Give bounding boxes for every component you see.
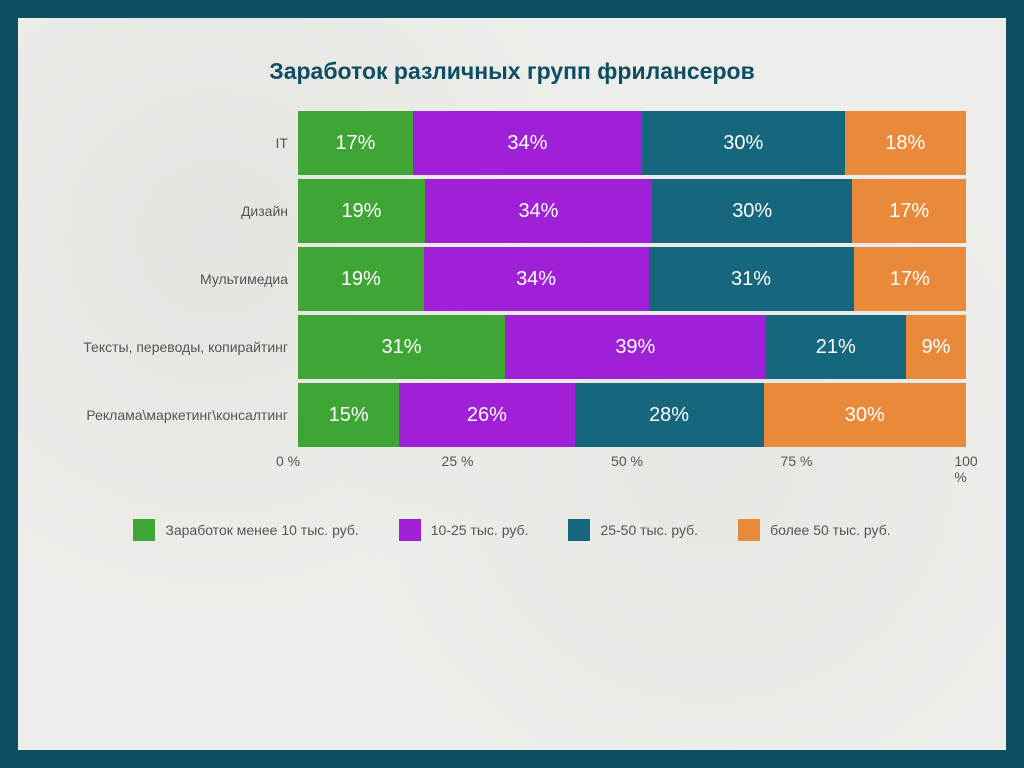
bar-segment-10-25: 34% — [425, 179, 652, 243]
axis-tick: 100 % — [954, 453, 977, 485]
bar-segment-gt50: 9% — [906, 315, 966, 379]
bar-track: 17% 34% 30% 18% — [298, 111, 966, 175]
bar-segment-gt50: 17% — [854, 247, 966, 311]
stacked-bar-chart: IT 17% 34% 30% 18% Дизайн 19% 34% 30% 17… — [58, 111, 966, 720]
legend-swatch — [738, 519, 760, 541]
legend: Заработок менее 10 тыс. руб. 10-25 тыс. … — [58, 519, 966, 551]
bar-segment-10-25: 26% — [399, 383, 574, 447]
chart-row: IT 17% 34% 30% 18% — [58, 111, 966, 175]
legend-swatch — [399, 519, 421, 541]
bar-track: 15% 26% 28% 30% — [298, 383, 966, 447]
x-axis: 0 % 25 % 50 % 75 % 100 % — [58, 453, 966, 475]
axis-tick: 50 % — [611, 453, 643, 469]
legend-item: более 50 тыс. руб. — [738, 519, 891, 541]
chart-row: Дизайн 19% 34% 30% 17% — [58, 179, 966, 243]
chart-card: Заработок различных групп фрилансеров IT… — [18, 18, 1006, 750]
chart-title: Заработок различных групп фрилансеров — [58, 58, 966, 85]
bar-segment-25-50: 28% — [575, 383, 764, 447]
bar-segment-10-25: 39% — [505, 315, 766, 379]
bar-track: 19% 34% 31% 17% — [298, 247, 966, 311]
chart-row: Реклама\маркетинг\консалтинг 15% 26% 28%… — [58, 383, 966, 447]
legend-label: 10-25 тыс. руб. — [431, 522, 529, 538]
bar-segment-lt10: 17% — [298, 111, 413, 175]
bar-segment-gt50: 30% — [764, 383, 966, 447]
axis-spacer — [58, 453, 288, 475]
bar-segment-10-25: 34% — [424, 247, 649, 311]
bar-segment-lt10: 19% — [298, 179, 425, 243]
legend-swatch — [133, 519, 155, 541]
legend-item: Заработок менее 10 тыс. руб. — [133, 519, 358, 541]
category-label: IT — [58, 135, 298, 151]
axis-tick: 75 % — [781, 453, 813, 469]
bar-segment-25-50: 30% — [642, 111, 844, 175]
chart-row: Тексты, переводы, копирайтинг 31% 39% 21… — [58, 315, 966, 379]
bar-segment-25-50: 31% — [649, 247, 854, 311]
bar-segment-lt10: 15% — [298, 383, 399, 447]
bar-track: 19% 34% 30% 17% — [298, 179, 966, 243]
bar-segment-gt50: 17% — [852, 179, 966, 243]
axis-tick: 0 % — [276, 453, 300, 469]
bar-segment-10-25: 34% — [413, 111, 642, 175]
x-axis-track: 0 % 25 % 50 % 75 % 100 % — [288, 453, 966, 475]
bar-segment-lt10: 31% — [298, 315, 505, 379]
legend-label: Заработок менее 10 тыс. руб. — [165, 522, 358, 538]
bar-segment-25-50: 21% — [766, 315, 906, 379]
axis-tick: 25 % — [442, 453, 474, 469]
category-label: Реклама\маркетинг\консалтинг — [58, 407, 298, 423]
bar-segment-gt50: 18% — [845, 111, 966, 175]
category-label: Дизайн — [58, 203, 298, 219]
chart-rows: IT 17% 34% 30% 18% Дизайн 19% 34% 30% 17… — [58, 111, 966, 447]
bar-segment-lt10: 19% — [298, 247, 424, 311]
legend-label: 25-50 тыс. руб. — [600, 522, 698, 538]
outer-frame: Заработок различных групп фрилансеров IT… — [0, 0, 1024, 768]
category-label: Тексты, переводы, копирайтинг — [58, 339, 298, 355]
legend-label: более 50 тыс. руб. — [770, 522, 891, 538]
legend-item: 10-25 тыс. руб. — [399, 519, 529, 541]
bar-track: 31% 39% 21% 9% — [298, 315, 966, 379]
legend-item: 25-50 тыс. руб. — [568, 519, 698, 541]
chart-row: Мультимедиа 19% 34% 31% 17% — [58, 247, 966, 311]
category-label: Мультимедиа — [58, 271, 298, 287]
bar-segment-25-50: 30% — [652, 179, 852, 243]
legend-swatch — [568, 519, 590, 541]
